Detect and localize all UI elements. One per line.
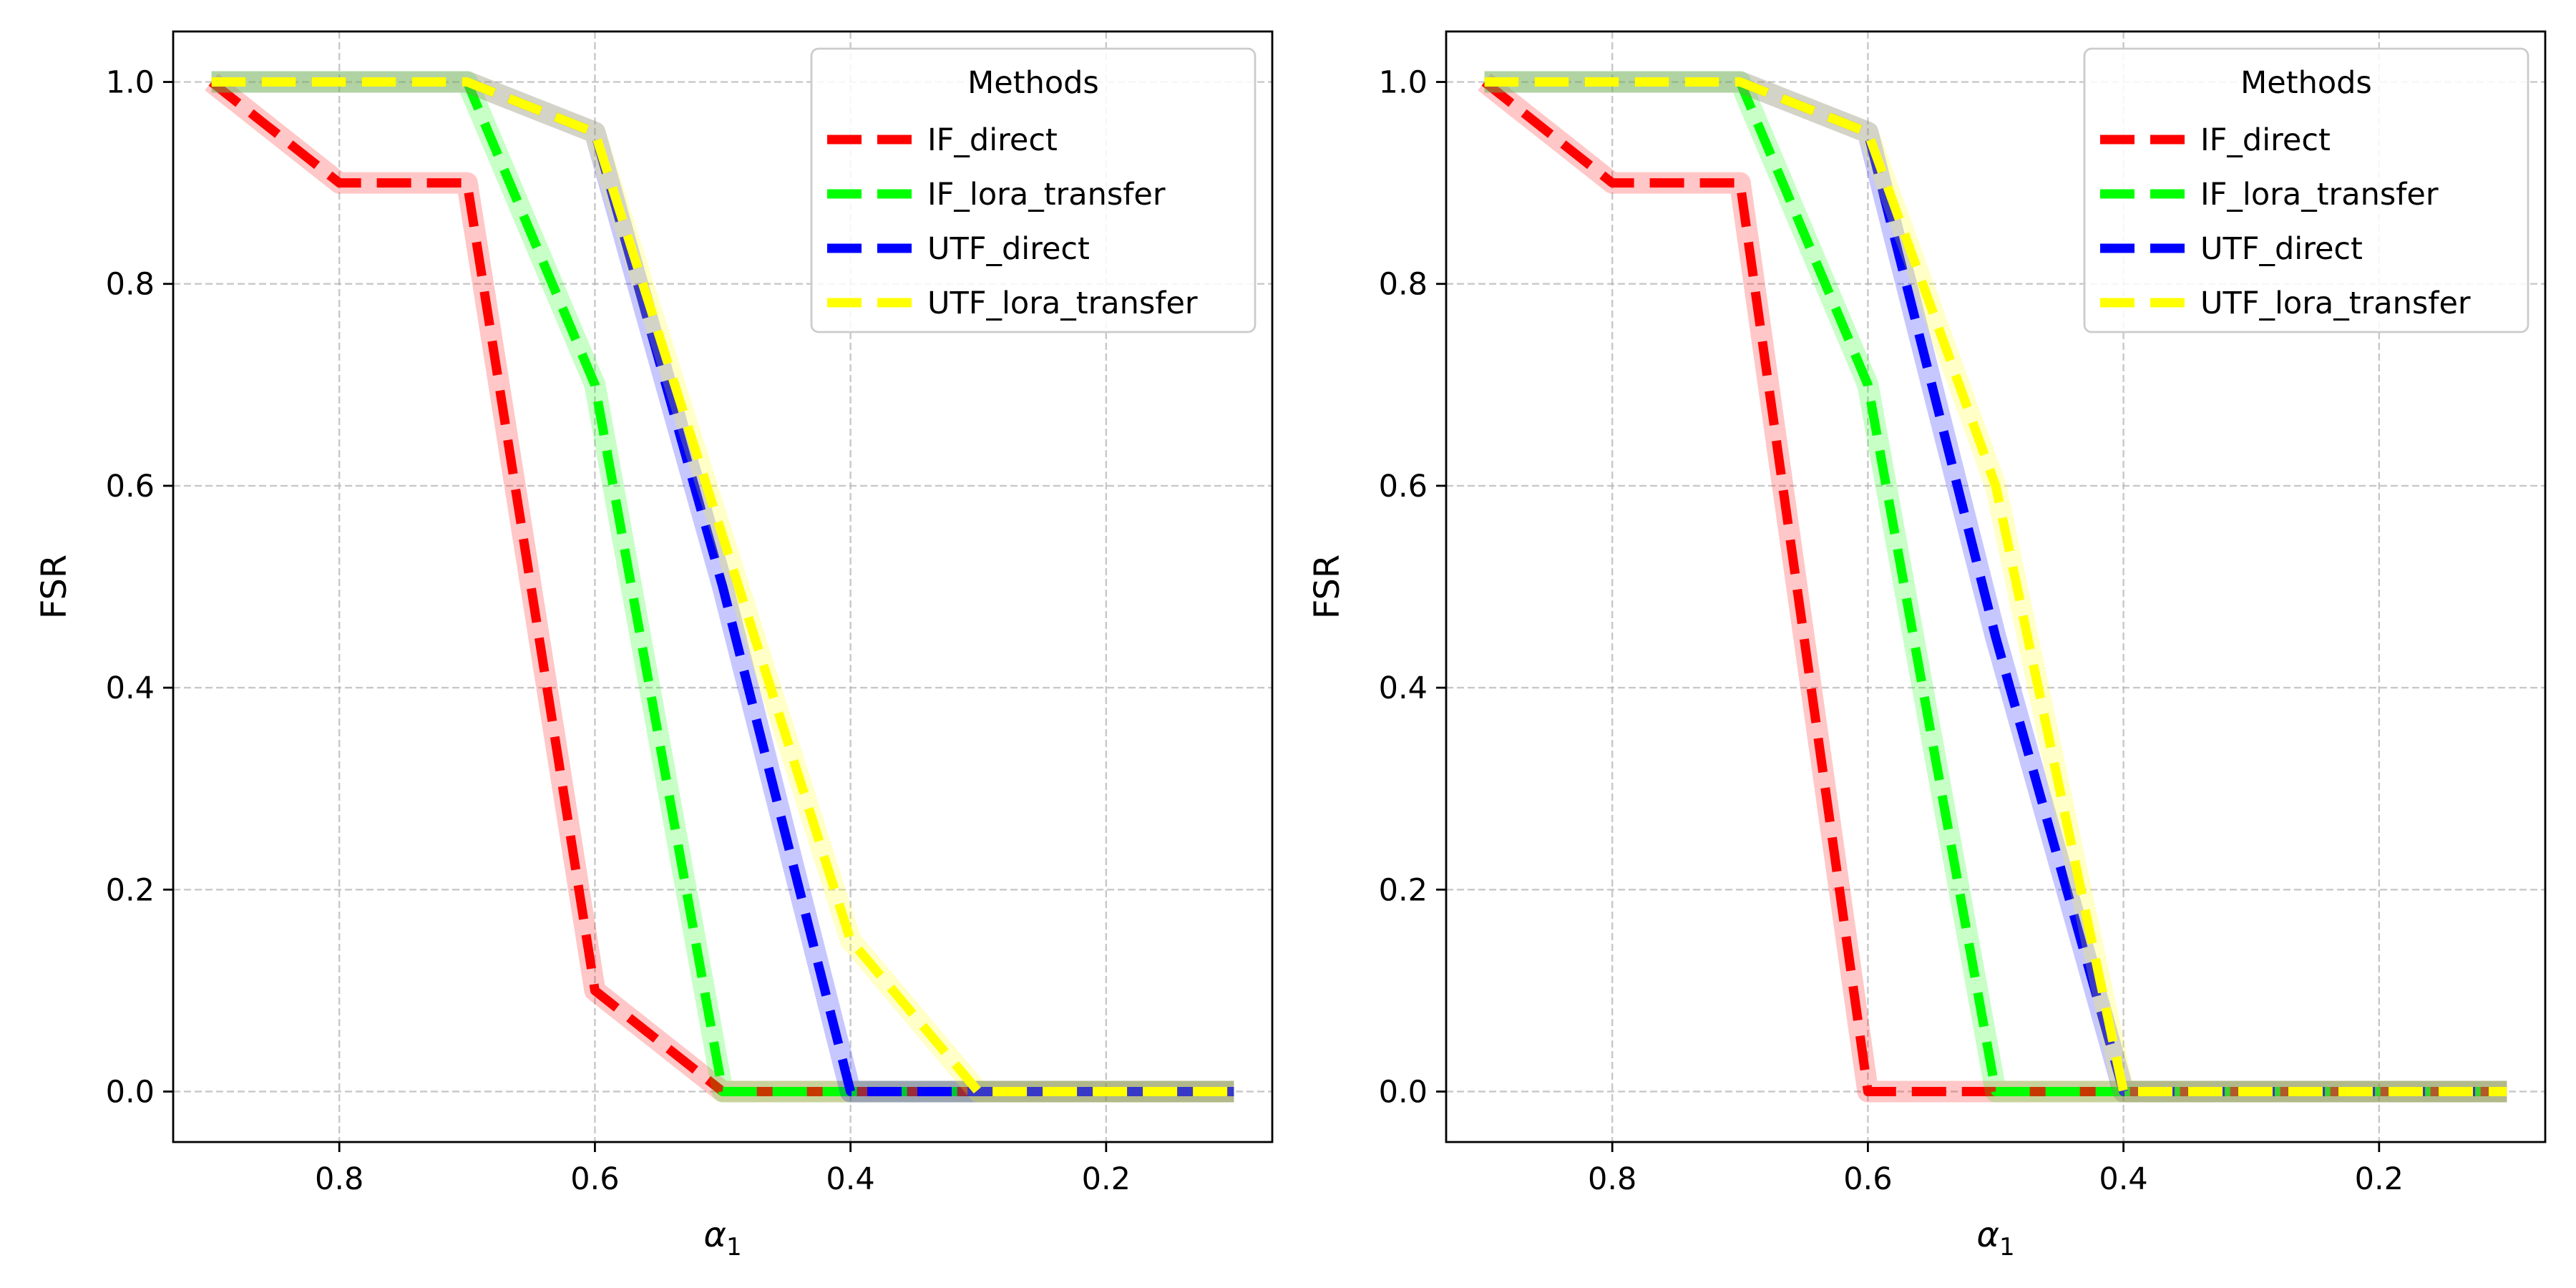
x-axis-label: α1 bbox=[1976, 1215, 2014, 1262]
legend-box bbox=[810, 47, 1257, 333]
x-axis-label-symbol: α bbox=[703, 1215, 726, 1255]
y-axis-label: FSR bbox=[1307, 555, 1347, 620]
y-axis-label: FSR bbox=[34, 555, 74, 620]
legend-title: Methods bbox=[967, 65, 1099, 101]
y-tick-label: 0.8 bbox=[106, 267, 155, 303]
x-tick-label: 0.6 bbox=[570, 1161, 619, 1197]
legend-item-if-lora-transfer: IF_lora_transfer bbox=[2100, 177, 2439, 213]
series-line-utf-lora-transfer bbox=[1484, 77, 2507, 1096]
y-tick-label: 0.6 bbox=[1379, 469, 1428, 504]
x-tick-label: 0.8 bbox=[315, 1161, 364, 1197]
legend-label: UTF_direct bbox=[927, 231, 1090, 267]
x-tick-label: 0.4 bbox=[826, 1161, 874, 1197]
legend-label: IF_direct bbox=[927, 122, 1058, 158]
legend-item-utf-direct: UTF_direct bbox=[2100, 231, 2363, 267]
y-tick-label: 0.4 bbox=[1379, 670, 1428, 706]
y-tick-label: 0.2 bbox=[1379, 872, 1428, 908]
y-tick-label: 0.2 bbox=[106, 872, 155, 908]
legend-label: UTF_lora_transfer bbox=[927, 286, 1198, 321]
x-tick-label: 0.4 bbox=[2099, 1161, 2147, 1197]
legend-item-if-lora-transfer: IF_lora_transfer bbox=[827, 177, 1166, 213]
x-axis-label: α1 bbox=[703, 1215, 741, 1262]
y-tick-label: 0.0 bbox=[1379, 1074, 1428, 1110]
x-tick-label: 0.2 bbox=[1082, 1161, 1131, 1197]
x-axis-label-symbol: α bbox=[1976, 1215, 1999, 1255]
y-tick-label: 0.8 bbox=[1379, 267, 1428, 303]
y-tick-label: 1.0 bbox=[1379, 65, 1428, 101]
legend-label: UTF_lora_transfer bbox=[2200, 286, 2471, 321]
legend-label: IF_lora_transfer bbox=[927, 177, 1166, 213]
legend-box bbox=[2083, 47, 2529, 333]
y-tick-label: 0.6 bbox=[106, 469, 155, 504]
y-tick-label: 0.0 bbox=[106, 1074, 155, 1110]
legend: Methods IF_direct IF_lora_transfer UTF_dire… bbox=[810, 47, 1257, 333]
legend-item-if-direct: IF_direct bbox=[2100, 122, 2331, 158]
y-tick-label: 0.4 bbox=[106, 670, 155, 706]
legend-item-utf-lora-transfer: UTF_lora_transfer bbox=[827, 286, 1198, 321]
legend-label: UTF_direct bbox=[2200, 231, 2363, 267]
x-axis-label-subscript: 1 bbox=[726, 1233, 742, 1262]
chart-left: 0.8 0.6 0.4 0.2 0.0 0.2 0.4 0.6 0.8 1.0 α1 FSR Metho… bbox=[34, 30, 1274, 1262]
legend-item-utf-direct: UTF_direct bbox=[827, 231, 1090, 267]
x-tick-label: 0.6 bbox=[1843, 1161, 1892, 1197]
legend-item-utf-lora-transfer: UTF_lora_transfer bbox=[2100, 286, 2471, 321]
legend-label: IF_lora_transfer bbox=[2200, 177, 2439, 213]
legend-item-if-direct: IF_direct bbox=[827, 122, 1058, 158]
legend: Methods IF_direct IF_lora_transfer UTF_dire… bbox=[2083, 47, 2529, 333]
chart-right: 0.8 0.6 0.4 0.2 0.0 0.2 0.4 0.6 0.8 1.0 α1 FSR Metho… bbox=[1307, 30, 2547, 1262]
x-axis-label-subscript: 1 bbox=[1999, 1233, 2015, 1262]
legend-label: IF_direct bbox=[2200, 122, 2331, 158]
x-tick-label: 0.2 bbox=[2355, 1161, 2404, 1197]
x-tick-label: 0.8 bbox=[1588, 1161, 1636, 1197]
y-tick-label: 1.0 bbox=[106, 65, 155, 101]
plot-frame bbox=[172, 30, 1274, 1143]
plot-frame bbox=[1445, 30, 2547, 1143]
series-line-utf-lora-transfer bbox=[211, 77, 1234, 1096]
legend-title: Methods bbox=[2240, 65, 2372, 101]
